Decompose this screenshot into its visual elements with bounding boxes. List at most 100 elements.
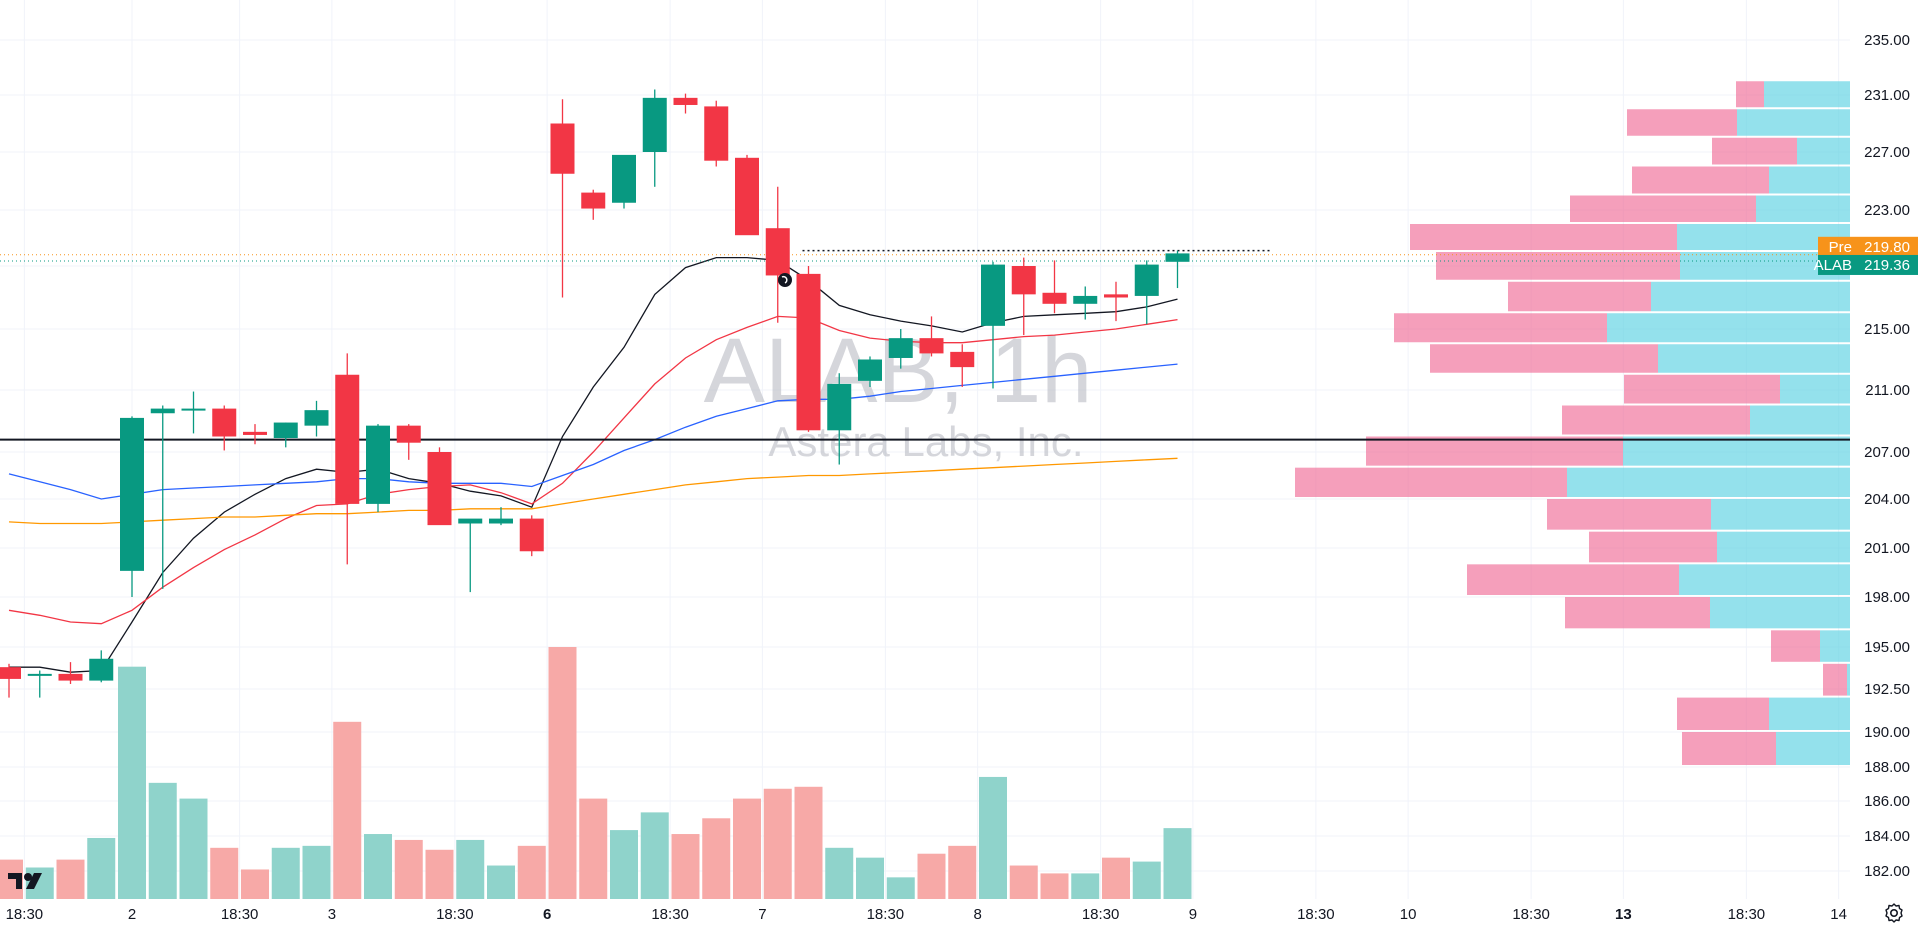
price-axis[interactable]: 235.00231.00227.00223.00219.00215.00211.…	[1864, 32, 1910, 880]
volume-bar	[917, 853, 946, 899]
candle	[181, 391, 206, 434]
volume-bar	[640, 812, 669, 899]
profile-bar-up	[1679, 564, 1850, 595]
candle	[612, 154, 636, 209]
volume-bar	[856, 857, 884, 899]
volume-bar	[1071, 873, 1100, 899]
profile-bar-down	[1430, 344, 1658, 373]
profile-bar-up	[1651, 281, 1850, 312]
candle	[27, 670, 52, 698]
volume-bar	[118, 666, 146, 899]
profile-bar-down	[1410, 224, 1677, 250]
candle-body	[550, 123, 575, 174]
candle	[304, 400, 329, 437]
profile-bar-up	[1820, 630, 1850, 662]
candle-body	[335, 374, 360, 504]
candle	[212, 405, 237, 451]
candle-body	[304, 410, 329, 426]
event-marker-icon[interactable]	[778, 273, 792, 287]
time-axis-label: 18:30	[1297, 906, 1335, 923]
time-axis[interactable]: 18:30 2 18:30 3 18:30 6 18:30 7 18:30 8 18:30 9 18:3…	[6, 906, 1847, 923]
profile-bar-up	[1756, 195, 1850, 222]
candle	[273, 422, 298, 448]
candle	[489, 507, 513, 526]
candle-body	[919, 338, 944, 354]
profile-bar-up	[1607, 313, 1850, 343]
candle-body	[366, 425, 390, 504]
profile-bar-down	[1562, 405, 1750, 435]
price-axis-label: 231.00	[1864, 87, 1910, 104]
time-axis-label: 6	[543, 906, 551, 923]
candle	[1165, 250, 1190, 289]
time-axis-label: 18:30	[221, 906, 259, 923]
time-axis-label: 18:30	[436, 906, 474, 923]
candle	[89, 650, 114, 683]
pre-tag-value: 219.80	[1864, 239, 1910, 256]
moving-average-line-3	[8, 363, 1178, 500]
profile-bar-down	[1823, 663, 1847, 696]
volume-bar	[394, 839, 423, 899]
candle-body	[181, 408, 206, 411]
volume-bar	[825, 847, 854, 899]
profile-bar-down	[1508, 281, 1651, 312]
volume-bar	[148, 782, 177, 899]
candle-body	[120, 417, 144, 571]
price-axis-label: 215.00	[1864, 321, 1910, 338]
volume-bar	[1132, 861, 1161, 899]
price-axis-label: 207.00	[1864, 444, 1910, 461]
volume-bar	[487, 865, 515, 899]
profile-bar-down	[1736, 81, 1764, 108]
last-tag-bg	[1818, 254, 1918, 275]
candle-body	[1104, 294, 1128, 298]
candle-body	[1011, 266, 1036, 295]
tradingview-logo[interactable]	[8, 871, 44, 891]
time-axis-label: 18:30	[1512, 906, 1550, 923]
time-axis-label: 10	[1400, 906, 1417, 923]
profile-bar-up	[1737, 109, 1850, 136]
candle	[58, 662, 83, 684]
candle	[858, 356, 882, 387]
volume-bar	[425, 849, 454, 899]
dividend-marker[interactable]	[778, 273, 792, 287]
volume-bar	[948, 845, 977, 899]
price-axis-label: 195.00	[1864, 639, 1910, 656]
candle	[243, 424, 267, 445]
candle	[642, 89, 667, 187]
candle-body	[796, 273, 821, 431]
candle-body	[243, 431, 267, 435]
volume-bar	[179, 798, 208, 899]
candle-body	[735, 157, 759, 236]
moving-average-line-2	[8, 315, 1178, 625]
time-axis-label: 13	[1615, 906, 1632, 923]
time-axis-label: 18:30	[6, 906, 44, 923]
candle	[581, 189, 606, 220]
volume-bar	[979, 776, 1007, 899]
candle	[1073, 286, 1098, 320]
profile-bar-down	[1394, 313, 1607, 343]
profile-bar-down	[1436, 252, 1680, 280]
candle	[796, 266, 821, 432]
candle	[1011, 257, 1036, 336]
profile-bar-down	[1624, 374, 1780, 404]
profile-bar-down	[1570, 195, 1756, 222]
profile-bar-up	[1623, 436, 1850, 466]
time-axis-label: 9	[1189, 906, 1197, 923]
volume-bar	[302, 845, 331, 899]
candle	[827, 373, 852, 465]
profile-bar-down	[1677, 697, 1769, 730]
candles	[0, 89, 1190, 698]
time-axis-label: 18:30	[1082, 906, 1120, 923]
volume-bar	[364, 834, 392, 899]
candle-body	[765, 228, 790, 276]
settings-icon[interactable]	[1882, 901, 1906, 925]
candle-body	[1134, 264, 1159, 296]
profile-bar-up	[1717, 531, 1850, 563]
volume-bar	[1040, 873, 1069, 899]
profile-bar-down	[1467, 564, 1679, 595]
profile-bar-up	[1797, 137, 1850, 165]
price-axis-label: 198.00	[1864, 589, 1910, 606]
price-axis-label: 201.00	[1864, 540, 1910, 557]
pre-tag-bg	[1818, 236, 1918, 257]
candle-body	[1165, 253, 1190, 262]
